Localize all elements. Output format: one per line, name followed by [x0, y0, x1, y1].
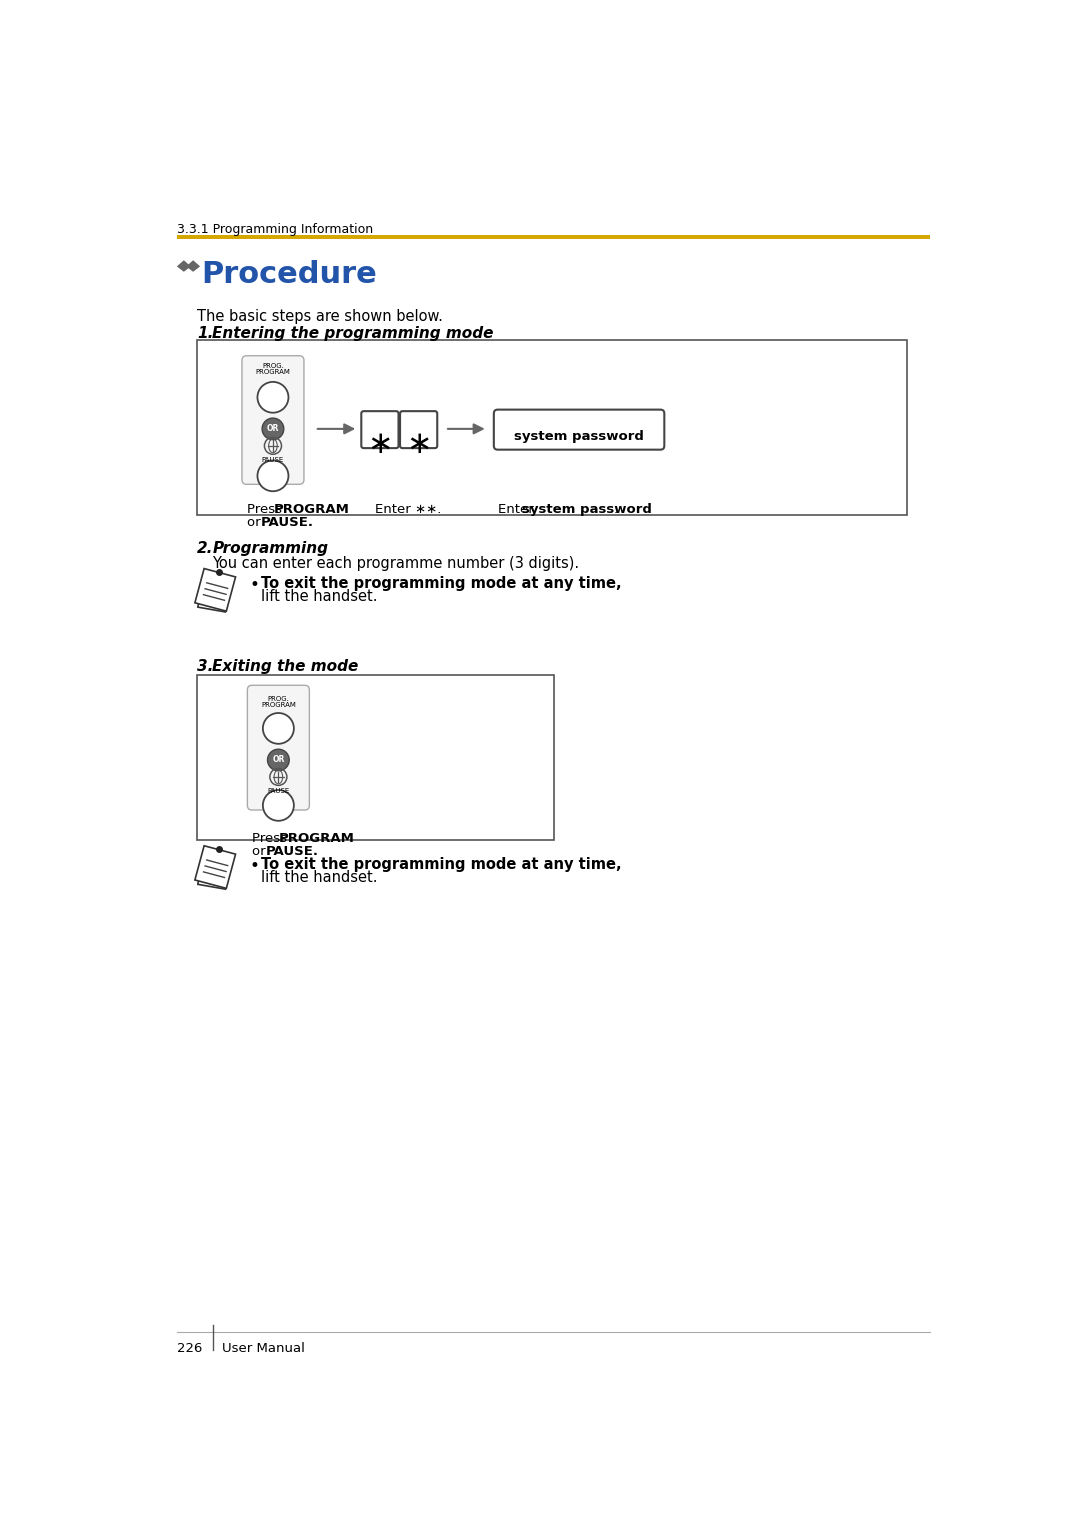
Circle shape	[262, 418, 284, 440]
FancyBboxPatch shape	[362, 411, 399, 447]
Text: 3.3.1 Programming Information: 3.3.1 Programming Information	[177, 223, 373, 237]
Text: ∗: ∗	[367, 429, 393, 458]
FancyBboxPatch shape	[198, 849, 231, 889]
FancyBboxPatch shape	[198, 573, 231, 612]
Text: lift the handset.: lift the handset.	[260, 589, 377, 605]
Text: You can enter each programme number (3 digits).: You can enter each programme number (3 d…	[213, 556, 580, 571]
FancyBboxPatch shape	[194, 846, 235, 889]
Text: Exiting the mode: Exiting the mode	[213, 660, 359, 673]
Text: Press: Press	[246, 502, 286, 516]
Text: or: or	[246, 516, 265, 528]
Text: Enter: Enter	[498, 502, 538, 516]
Text: 2.: 2.	[197, 541, 214, 556]
Bar	[197, 339, 907, 515]
FancyBboxPatch shape	[242, 356, 303, 484]
Text: PAUSE: PAUSE	[267, 788, 289, 794]
Text: •: •	[249, 857, 259, 875]
Text: system password: system password	[523, 502, 652, 516]
Text: OR: OR	[267, 425, 279, 434]
Text: To exit the programming mode at any time,: To exit the programming mode at any time…	[260, 576, 621, 591]
Text: 3.: 3.	[197, 660, 214, 673]
Circle shape	[268, 750, 289, 771]
Text: PAUSE: PAUSE	[261, 458, 284, 463]
Text: PROGRAM: PROGRAM	[256, 370, 291, 374]
Circle shape	[257, 461, 288, 492]
Text: PROGRAM: PROGRAM	[261, 702, 296, 709]
Text: .: .	[613, 502, 618, 516]
Circle shape	[262, 713, 294, 744]
Text: 226: 226	[177, 1342, 202, 1354]
Text: OR: OR	[272, 756, 284, 765]
Text: or: or	[252, 846, 270, 858]
Text: Procedure: Procedure	[202, 260, 377, 289]
Text: Programming: Programming	[213, 541, 328, 556]
Text: To exit the programming mode at any time,: To exit the programming mode at any time…	[260, 857, 621, 872]
Text: PROGRAM: PROGRAM	[279, 832, 355, 846]
FancyBboxPatch shape	[247, 686, 309, 809]
Polygon shape	[177, 260, 191, 272]
Polygon shape	[186, 260, 200, 272]
Text: Press: Press	[252, 832, 292, 846]
Circle shape	[262, 789, 294, 822]
Text: lift the handset.: lift the handset.	[260, 870, 377, 886]
Text: PROG.: PROG.	[262, 362, 284, 368]
Text: Entering the programming mode: Entering the programming mode	[213, 327, 494, 342]
Text: PROGRAM: PROGRAM	[273, 502, 350, 516]
Text: PAUSE.: PAUSE.	[260, 516, 313, 528]
Bar	[197, 675, 554, 840]
Text: 1.: 1.	[197, 327, 214, 342]
Text: The basic steps are shown below.: The basic steps are shown below.	[197, 308, 443, 324]
Text: ∗: ∗	[406, 429, 431, 458]
Text: Enter ∗∗.: Enter ∗∗.	[375, 502, 442, 516]
Bar	[177, 235, 930, 238]
FancyBboxPatch shape	[494, 409, 664, 449]
Text: PAUSE.: PAUSE.	[266, 846, 319, 858]
Text: User Manual: User Manual	[221, 1342, 305, 1354]
Text: PROG.: PROG.	[268, 696, 289, 702]
FancyBboxPatch shape	[194, 568, 235, 611]
Text: system password: system password	[514, 429, 644, 443]
Text: •: •	[249, 576, 259, 594]
Circle shape	[257, 382, 288, 412]
FancyBboxPatch shape	[400, 411, 437, 447]
